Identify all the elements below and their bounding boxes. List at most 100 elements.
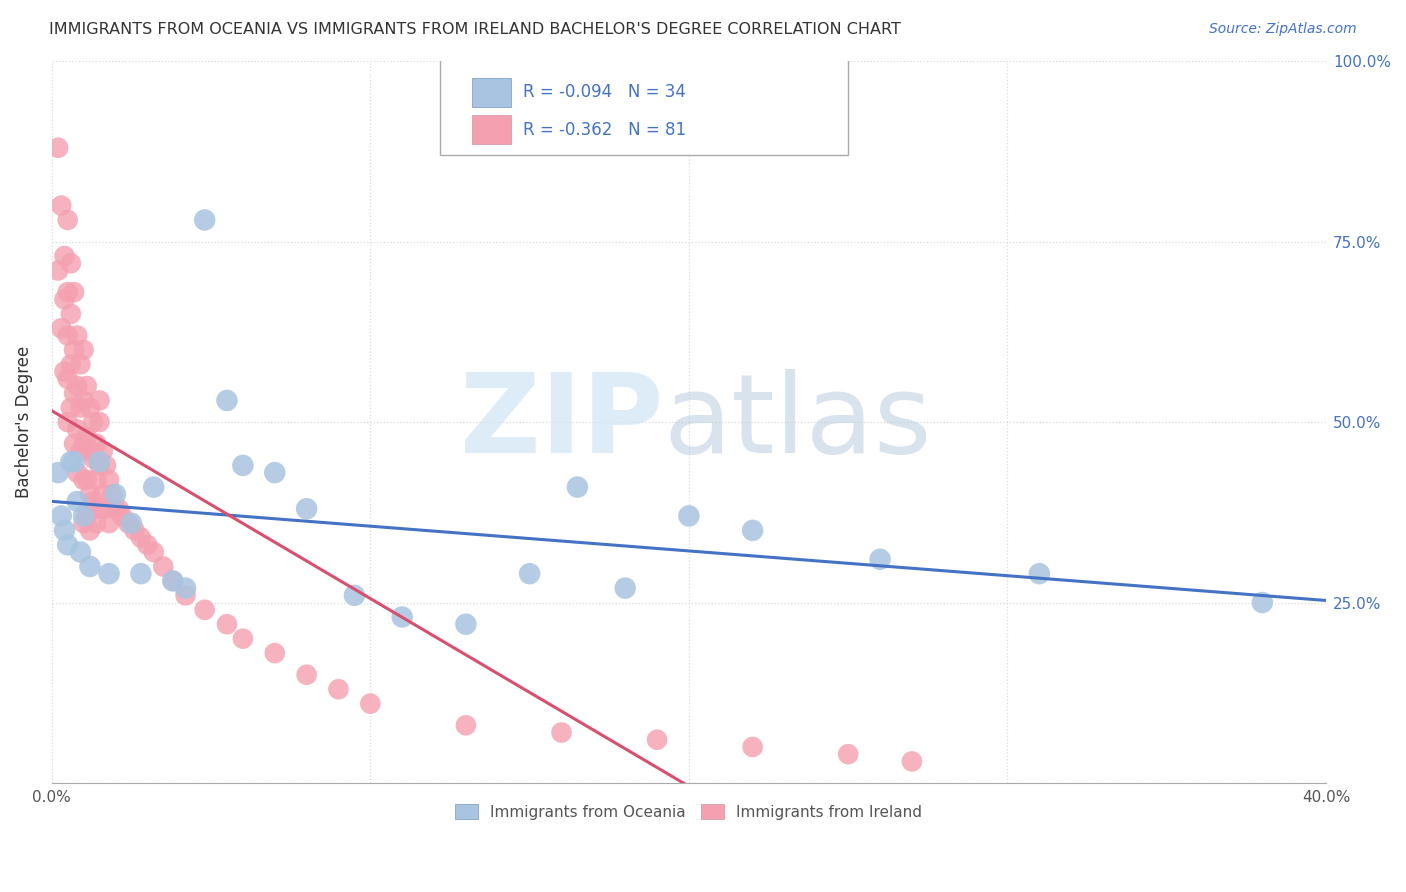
Text: R = -0.362   N = 81: R = -0.362 N = 81 — [523, 120, 686, 138]
Point — [53, 249, 76, 263]
Point — [69, 401, 91, 415]
Point — [901, 755, 924, 769]
Point — [89, 415, 111, 429]
Point — [117, 516, 139, 530]
Point — [72, 393, 94, 408]
Point — [53, 365, 76, 379]
Point — [129, 531, 152, 545]
Point — [72, 343, 94, 357]
Point — [91, 444, 114, 458]
Point — [86, 516, 108, 530]
Point — [837, 747, 859, 761]
Point — [263, 466, 285, 480]
Point — [69, 545, 91, 559]
Point — [174, 581, 197, 595]
Point — [645, 732, 668, 747]
Point — [94, 501, 117, 516]
Point — [69, 444, 91, 458]
Point — [129, 566, 152, 581]
Point — [614, 581, 637, 595]
Point — [56, 372, 79, 386]
Point — [215, 617, 238, 632]
Point — [63, 386, 86, 401]
Point — [79, 559, 101, 574]
Point — [51, 321, 73, 335]
Text: R = -0.094   N = 34: R = -0.094 N = 34 — [523, 83, 686, 101]
Point — [46, 466, 69, 480]
Point — [104, 501, 127, 516]
Point — [89, 393, 111, 408]
Point — [124, 524, 146, 538]
Point — [215, 393, 238, 408]
Point — [152, 559, 174, 574]
Point — [66, 379, 89, 393]
Point — [66, 494, 89, 508]
Point — [82, 494, 104, 508]
Point — [107, 501, 129, 516]
Point — [46, 263, 69, 277]
Point — [194, 603, 217, 617]
Point — [82, 415, 104, 429]
Point — [76, 473, 98, 487]
Point — [72, 436, 94, 450]
Point — [391, 610, 413, 624]
Point — [86, 436, 108, 450]
Point — [741, 524, 763, 538]
Point — [142, 545, 165, 559]
Point — [63, 285, 86, 300]
Point — [136, 538, 159, 552]
Point — [678, 508, 700, 523]
Point — [76, 379, 98, 393]
Point — [56, 285, 79, 300]
Point — [869, 552, 891, 566]
Point — [59, 307, 82, 321]
Point — [232, 458, 254, 473]
Point — [63, 455, 86, 469]
Point — [174, 588, 197, 602]
Point — [63, 343, 86, 357]
Point — [1028, 566, 1050, 581]
Point — [91, 487, 114, 501]
Point — [359, 697, 381, 711]
Point — [1251, 596, 1274, 610]
Point — [263, 646, 285, 660]
Point — [51, 508, 73, 523]
Point — [550, 725, 572, 739]
Point — [66, 466, 89, 480]
Point — [53, 524, 76, 538]
Point — [79, 524, 101, 538]
Point — [79, 487, 101, 501]
Point — [76, 429, 98, 443]
Point — [72, 473, 94, 487]
Point — [567, 480, 589, 494]
Point — [328, 682, 350, 697]
Point — [53, 293, 76, 307]
Point — [194, 213, 217, 227]
Point — [454, 617, 477, 632]
Point — [59, 401, 82, 415]
Point — [66, 422, 89, 436]
Point — [59, 256, 82, 270]
Point — [56, 415, 79, 429]
FancyBboxPatch shape — [440, 57, 848, 155]
Text: atlas: atlas — [664, 368, 932, 475]
Point — [89, 455, 111, 469]
Point — [343, 588, 366, 602]
Point — [94, 458, 117, 473]
Point — [98, 516, 121, 530]
Point — [59, 455, 82, 469]
Point — [76, 508, 98, 523]
Point — [63, 436, 86, 450]
Bar — [472, 78, 510, 106]
Point — [86, 473, 108, 487]
Point — [89, 501, 111, 516]
Point — [56, 538, 79, 552]
Point — [142, 480, 165, 494]
Point — [101, 487, 124, 501]
Point — [98, 566, 121, 581]
Point — [104, 487, 127, 501]
Point — [295, 667, 318, 681]
Point — [66, 328, 89, 343]
Point — [82, 451, 104, 466]
Point — [741, 739, 763, 754]
